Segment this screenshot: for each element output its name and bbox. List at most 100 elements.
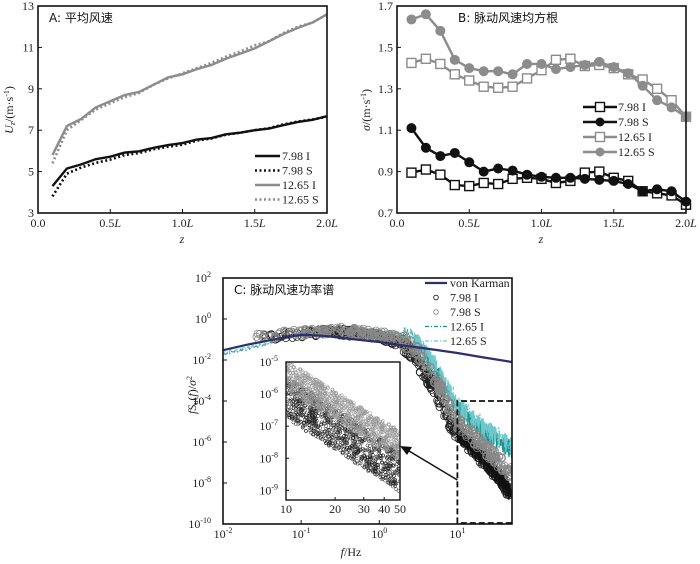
panel-a-legend: 7.98 I7.98 S12.65 I12.65 S (255, 149, 319, 207)
inset-point (351, 400, 356, 405)
inset-ytick-label: 10-6 (259, 386, 278, 401)
inset-point (365, 443, 370, 448)
panel-c-point (367, 330, 376, 339)
inset-point (359, 440, 364, 445)
inset-point (322, 386, 327, 391)
inset-point (301, 382, 306, 387)
inset-point (349, 445, 353, 450)
inset-point (340, 444, 345, 448)
inset-point (376, 451, 381, 455)
inset-point (303, 373, 308, 378)
inset-point (320, 430, 324, 434)
panel-b-point (406, 123, 417, 134)
panel-b-point (493, 66, 504, 77)
panel-c-xtick-label: 100 (371, 526, 387, 541)
inset-point (331, 423, 336, 428)
inset-point (373, 466, 378, 470)
inset-point (328, 394, 333, 399)
panel-c-point (417, 354, 426, 363)
panel-c-point (317, 326, 326, 335)
inset-point (316, 379, 321, 384)
panel-c-point (351, 329, 360, 338)
inset-point (311, 395, 316, 400)
inset-point (361, 446, 365, 451)
inset-point (348, 436, 353, 441)
inset-point (389, 439, 394, 444)
inset-point (375, 434, 380, 438)
panel-b-point (449, 179, 460, 191)
inset-point (334, 393, 338, 398)
inset-frame (285, 361, 401, 501)
panel-b-point (420, 53, 432, 64)
inset-ytick-label: 10-5 (259, 354, 278, 369)
inset-point (356, 449, 361, 454)
zoom-box-outline (456, 400, 512, 524)
inset-point (308, 428, 313, 433)
inset-point (321, 402, 326, 407)
inset-point (364, 459, 369, 464)
inset-point (303, 423, 307, 428)
inset-point (298, 379, 302, 384)
inset-point (394, 468, 399, 473)
inset-point (384, 475, 389, 479)
inset-point (286, 366, 290, 371)
panel-b-point (623, 179, 634, 190)
inset-point (339, 404, 344, 409)
inset-ytick-label: 10-7 (259, 418, 278, 433)
panel-b-point (492, 82, 504, 93)
panel-c-ylabel: fSu(f)/σ2 (185, 376, 200, 414)
inset-point (308, 392, 313, 397)
inset-point (351, 435, 355, 440)
panel-c-point (350, 323, 359, 332)
inset-point (306, 372, 310, 377)
inset-point (304, 396, 309, 401)
inset-point (393, 436, 398, 441)
inset-point (333, 400, 338, 405)
inset-point (290, 381, 295, 386)
panel-b-point (406, 57, 417, 69)
panel-c-point (364, 325, 373, 334)
panel-c-point (304, 328, 313, 337)
inset-point (327, 443, 331, 448)
inset-point (303, 417, 307, 422)
inset-point (365, 455, 370, 460)
inset-point (342, 444, 347, 449)
inset-point (361, 419, 365, 424)
inset-point (370, 450, 375, 455)
inset-point (375, 454, 380, 459)
panel-b-point (608, 175, 619, 186)
inset-point (296, 422, 301, 426)
inset-point (345, 445, 349, 450)
inset-point (372, 416, 377, 421)
inset-point (312, 417, 317, 422)
inset-point (350, 426, 355, 431)
inset-point (368, 411, 372, 416)
inset-point (301, 389, 306, 393)
panel-c-point (494, 460, 503, 469)
inset-point (337, 444, 341, 449)
inset-point (378, 440, 383, 445)
inset-point (354, 447, 359, 452)
inset-xtick-label: 20 (329, 502, 341, 516)
inset-point (349, 456, 354, 461)
panel-c-point (486, 453, 495, 462)
inset-point (286, 404, 291, 409)
panel-b-ytick-label: 0.7 (378, 206, 393, 220)
panel-c-point (337, 326, 346, 335)
panel-c-point (414, 356, 423, 365)
inset-point (296, 418, 301, 422)
panel-b-xtick-label: 1.5L (603, 216, 625, 230)
inset-point (325, 432, 330, 436)
inset-point (367, 438, 372, 443)
inset-point (358, 420, 363, 425)
inset-point (338, 424, 343, 429)
inset-point (313, 377, 318, 382)
inset-point (366, 432, 371, 437)
inset-point (341, 436, 346, 441)
inset-point (389, 473, 393, 478)
inset-point (315, 388, 319, 392)
inset-point (360, 438, 364, 443)
inset-point (300, 389, 305, 393)
inset-point (336, 403, 340, 408)
legend-label: 12.65 S (618, 145, 655, 159)
